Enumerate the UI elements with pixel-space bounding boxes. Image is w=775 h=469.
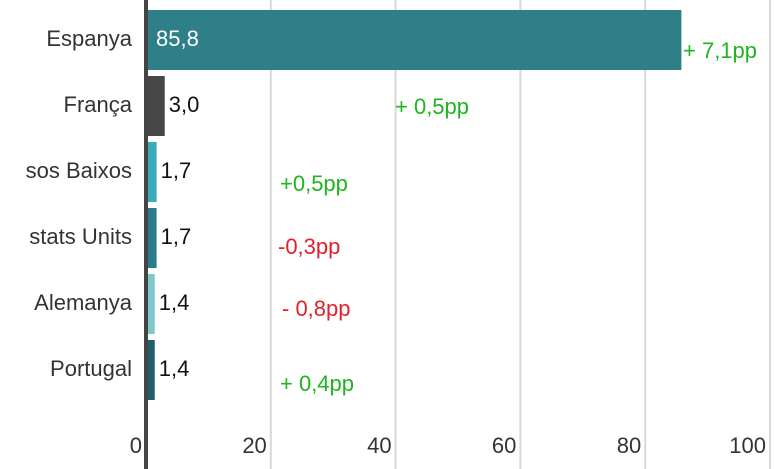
category-label: Espanya — [46, 26, 132, 51]
value-label: 1,7 — [161, 158, 192, 183]
annotation: -0,3pp — [278, 234, 340, 259]
x-tick-label: 40 — [367, 433, 391, 458]
value-label: 85,8 — [156, 26, 199, 51]
value-label: 1,4 — [159, 356, 190, 381]
x-tick-label: 0 — [130, 433, 142, 458]
bar — [148, 76, 165, 136]
bar — [148, 142, 157, 202]
bar — [148, 10, 682, 70]
category-label: sos Baixos — [26, 158, 132, 183]
x-tick-label: 100 — [729, 433, 766, 458]
annotation: + 0,5pp — [395, 94, 469, 119]
annotation: - 0,8pp — [282, 296, 351, 321]
annotation: +0,5pp — [280, 171, 348, 196]
bar — [148, 274, 155, 334]
x-tick-label: 80 — [617, 433, 641, 458]
annotation: + 7,1pp — [683, 38, 757, 63]
category-label: Portugal — [50, 356, 132, 381]
value-label: 1,7 — [161, 224, 192, 249]
category-label: França — [64, 92, 133, 117]
category-label: Alemanya — [34, 290, 133, 315]
bar — [148, 340, 155, 400]
category-label: stats Units — [29, 224, 132, 249]
bar — [148, 208, 157, 268]
value-label: 1,4 — [159, 290, 190, 315]
value-label: 3,0 — [169, 92, 200, 117]
annotation: + 0,4pp — [280, 371, 354, 396]
x-tick-label: 60 — [492, 433, 516, 458]
x-tick-label: 20 — [242, 433, 266, 458]
